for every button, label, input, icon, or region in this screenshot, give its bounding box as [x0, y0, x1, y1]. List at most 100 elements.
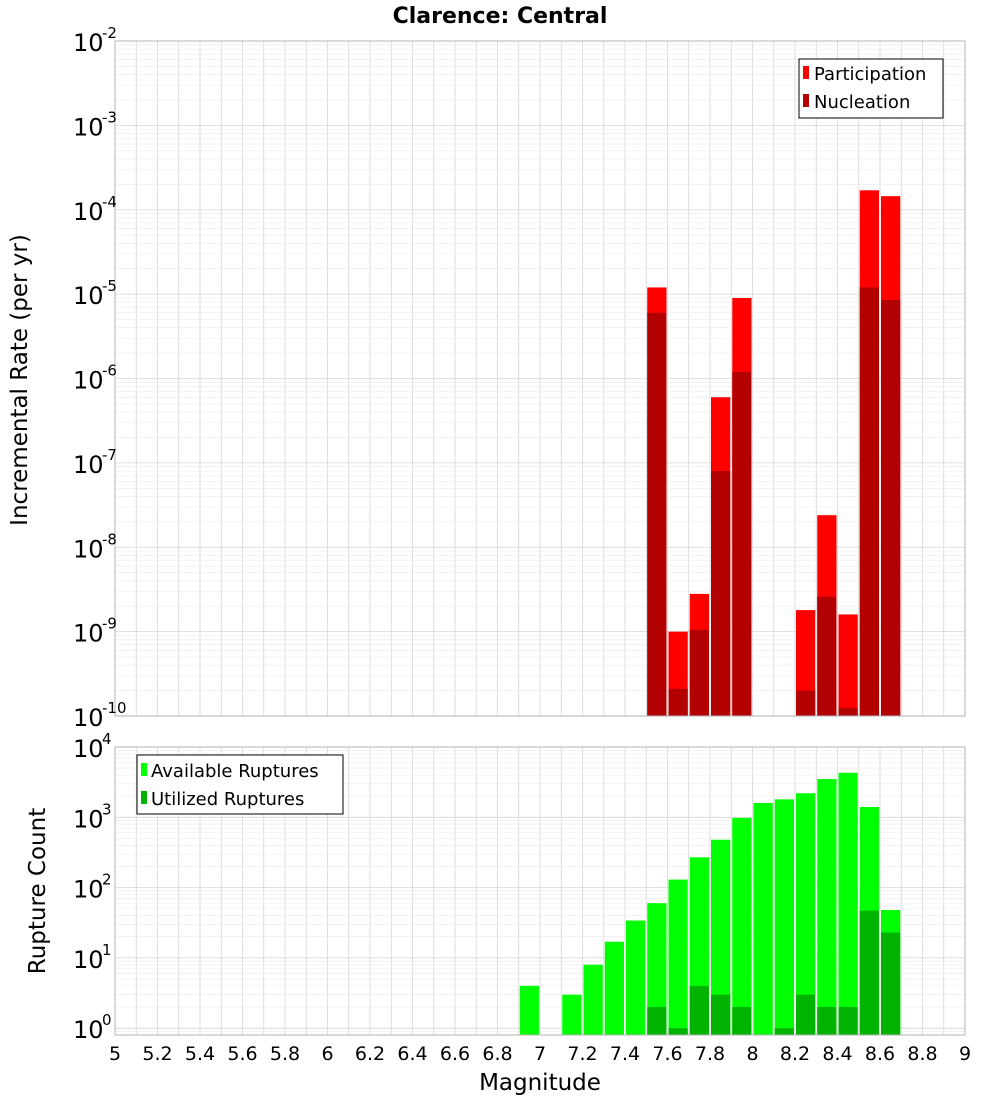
rupture-count-legend: Available Ruptures Utilized Ruptures	[136, 754, 344, 815]
rate-y-tick-label: 10	[73, 282, 104, 310]
x-tick-label: 6.8	[482, 1043, 512, 1065]
available-ruptures-bar	[838, 772, 858, 1035]
utilized-ruptures-bar	[711, 994, 731, 1035]
nucleation-bar	[732, 371, 752, 716]
x-tick-label: 7.2	[567, 1043, 597, 1065]
rate-y-tick-label: 10	[73, 367, 104, 395]
participation-legend-label: Participation	[814, 64, 926, 85]
nucleation-bar	[689, 629, 709, 716]
available-ruptures-bar	[774, 799, 794, 1035]
rate-y-tick-exponent: -10	[102, 699, 127, 717]
available-ruptures-bar	[519, 985, 539, 1035]
rate-y-tick-label: 10	[73, 620, 104, 648]
nucleation-bar	[838, 707, 858, 716]
count-y-tick-label: 10	[73, 805, 104, 833]
rate-plot-legend-box	[798, 58, 944, 119]
available-ruptures-bar	[647, 903, 667, 1035]
chart-title: Clarence: Central	[393, 4, 608, 29]
nucleation-bar	[668, 688, 688, 716]
available-ruptures-bar	[604, 941, 624, 1035]
rate-y-tick-exponent: -7	[102, 446, 117, 464]
utilized-ruptures-bar	[774, 1028, 794, 1035]
available-ruptures-bar	[583, 964, 603, 1035]
rate-y-tick-label: 10	[73, 198, 104, 226]
rupture-count-bars	[519, 772, 901, 1035]
nucleation-bar	[647, 312, 667, 716]
rate-plot-frame	[114, 40, 966, 717]
x-tick-label: 6.6	[440, 1043, 470, 1065]
rate-y-tick-label: 10	[73, 704, 104, 732]
nucleation-bar	[817, 596, 837, 716]
rate-y-tick-label: 10	[73, 535, 104, 563]
rate-y-tick-label: 10	[73, 451, 104, 479]
available-ruptures-bar	[711, 839, 731, 1035]
utilized-ruptures-bar	[689, 985, 709, 1035]
available-ruptures-bar	[753, 802, 773, 1035]
rupture-count-frame	[114, 746, 966, 1036]
utilized-ruptures-bar	[859, 910, 879, 1035]
rate-y-tick-label: 10	[73, 113, 104, 141]
nucleation-legend-label: Nucleation	[814, 92, 910, 113]
rate-y-tick-exponent: -8	[102, 530, 117, 548]
nucleation-bar	[711, 471, 731, 716]
x-tick-label: 8.4	[822, 1043, 852, 1065]
available-ruptures-bar	[626, 920, 646, 1035]
utilized-ruptures-bar	[668, 1028, 688, 1035]
nucleation-bar	[881, 300, 901, 716]
rate-plot-bars	[647, 190, 901, 716]
x-tick-label: 5.4	[185, 1043, 215, 1065]
rate-y-tick-exponent: -2	[102, 24, 117, 42]
rate-y-tick-exponent: -5	[102, 277, 117, 295]
x-tick-label: 7.6	[652, 1043, 682, 1065]
available-ruptures-bar	[817, 779, 837, 1035]
rate-plot-legend: Participation Nucleation	[798, 58, 944, 119]
x-tick-label: 5.6	[227, 1043, 257, 1065]
rate-plot-y-axis-title: Incremental Rate (per yr)	[7, 234, 33, 526]
utilized-ruptures-bar	[838, 1007, 858, 1035]
x-tick-label: 8.6	[865, 1043, 895, 1065]
magnitude-x-ticks: 5 5.2 5.4 5.6 5.8 6 6.2 6.4 6.6 6.8 7 7.2 7.4 7.6 7.8 8…	[109, 1043, 971, 1065]
rupture-count-y-axis-title: Rupture Count	[25, 808, 51, 974]
nucleation-bar	[796, 690, 816, 716]
utilized-ruptures-legend-label: Utilized Ruptures	[151, 789, 304, 810]
count-y-tick-label: 10	[73, 946, 104, 974]
utilized-ruptures-bar	[647, 1007, 667, 1035]
count-y-tick-exponent: 0	[102, 1011, 112, 1029]
available-ruptures-legend-label: Available Ruptures	[151, 761, 319, 782]
x-tick-label: 5	[109, 1043, 121, 1065]
x-tick-label: 6	[321, 1043, 333, 1065]
available-ruptures-bar	[796, 793, 816, 1035]
x-tick-label: 8.2	[780, 1043, 810, 1065]
participation-bar	[838, 614, 858, 716]
participation-bar	[796, 610, 816, 716]
nucleation-legend-swatch	[803, 94, 809, 107]
x-tick-label: 8	[746, 1043, 758, 1065]
utilized-ruptures-bar	[732, 1007, 752, 1035]
rupture-count-legend-box	[136, 754, 344, 815]
rate-y-tick-exponent: -4	[102, 193, 117, 211]
count-y-tick-exponent: 3	[102, 800, 112, 818]
x-tick-label: 9	[959, 1043, 971, 1065]
rate-plot-grid	[114, 40, 966, 717]
x-axis-title: Magnitude	[479, 1070, 601, 1096]
count-y-tick-label: 10	[73, 735, 104, 763]
utilized-ruptures-bar	[881, 932, 901, 1035]
x-tick-label: 7	[534, 1043, 546, 1065]
x-tick-label: 7.4	[610, 1043, 640, 1065]
utilized-ruptures-legend-swatch	[141, 791, 147, 804]
count-y-tick-exponent: 2	[102, 871, 112, 889]
utilized-ruptures-bar	[796, 994, 816, 1035]
available-ruptures-bar	[562, 994, 582, 1035]
participation-legend-swatch	[803, 66, 809, 79]
x-tick-label: 7.8	[695, 1043, 725, 1065]
rate-y-tick-exponent: -9	[102, 615, 117, 633]
available-ruptures-bar	[732, 817, 752, 1035]
available-ruptures-legend-swatch	[141, 763, 147, 776]
x-tick-label: 6.2	[355, 1043, 385, 1065]
rate-y-tick-exponent: -6	[102, 362, 117, 380]
count-y-tick-label: 10	[73, 876, 104, 904]
